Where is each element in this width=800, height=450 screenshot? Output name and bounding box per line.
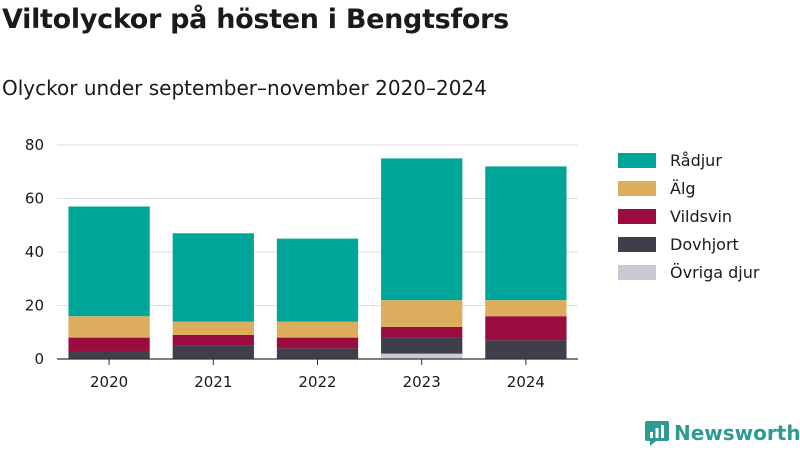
newsworthy-logo-icon bbox=[645, 421, 669, 446]
legend-label: Älg bbox=[670, 178, 696, 198]
chart-legend: Rådjur Älg Vildsvin Dovhjort Övriga djur bbox=[618, 146, 759, 286]
legend-swatch bbox=[618, 208, 656, 224]
bar-segment bbox=[276, 321, 359, 338]
bar-segment bbox=[381, 337, 463, 354]
legend-item: Rådjur bbox=[618, 146, 759, 174]
bar-segment bbox=[381, 353, 463, 359]
legend-label: Dovhjort bbox=[670, 234, 739, 254]
bar-segment bbox=[381, 326, 463, 338]
x-tick-label: 2024 bbox=[507, 373, 545, 391]
bar-segment bbox=[276, 238, 359, 322]
chart-subtitle: Olyckor under september–november 2020–20… bbox=[2, 76, 487, 100]
bar-segment bbox=[68, 316, 150, 338]
bar-segment bbox=[172, 233, 254, 322]
y-tick-label: 80 bbox=[25, 136, 44, 154]
legend-label: Rådjur bbox=[670, 150, 722, 170]
y-tick-label: 0 bbox=[34, 350, 44, 368]
x-tick-label: 2023 bbox=[403, 373, 441, 391]
y-tick-label: 40 bbox=[25, 243, 44, 261]
legend-swatch bbox=[618, 152, 656, 168]
bar-segment bbox=[485, 340, 567, 359]
brand-name: Newsworthy bbox=[674, 421, 800, 445]
bar-segment bbox=[485, 166, 567, 301]
bar-segment bbox=[68, 350, 150, 359]
bar-segment bbox=[276, 348, 359, 359]
legend-item: Dovhjort bbox=[618, 230, 759, 258]
legend-label: Övriga djur bbox=[670, 262, 760, 282]
bar-segment bbox=[68, 206, 150, 317]
x-tick-label: 2020 bbox=[90, 373, 128, 391]
bar-segment bbox=[485, 300, 567, 317]
legend-swatch bbox=[618, 236, 656, 252]
y-tick-label: 60 bbox=[25, 190, 44, 208]
legend-item: Älg bbox=[618, 174, 759, 202]
bar-segment bbox=[381, 300, 463, 327]
legend-label: Vildsvin bbox=[670, 206, 733, 226]
y-tick-label: 20 bbox=[25, 297, 44, 315]
bar-segment bbox=[276, 337, 359, 349]
legend-item: Vildsvin bbox=[618, 202, 759, 230]
bar-segment bbox=[172, 345, 254, 359]
legend-swatch bbox=[618, 180, 656, 196]
brand-logo: Newsworthy bbox=[644, 419, 800, 447]
x-tick-label: 2021 bbox=[194, 373, 232, 391]
bar-segment bbox=[485, 316, 567, 341]
chart-title: Viltolyckor på hösten i Bengtsfors bbox=[2, 4, 509, 35]
bar-segment bbox=[381, 158, 463, 301]
legend-swatch bbox=[618, 264, 656, 280]
bar-segment bbox=[172, 321, 254, 335]
legend-item: Övriga djur bbox=[618, 258, 759, 286]
bar-segment bbox=[68, 337, 150, 351]
bar-segment bbox=[172, 334, 254, 346]
x-tick-label: 2022 bbox=[298, 373, 336, 391]
